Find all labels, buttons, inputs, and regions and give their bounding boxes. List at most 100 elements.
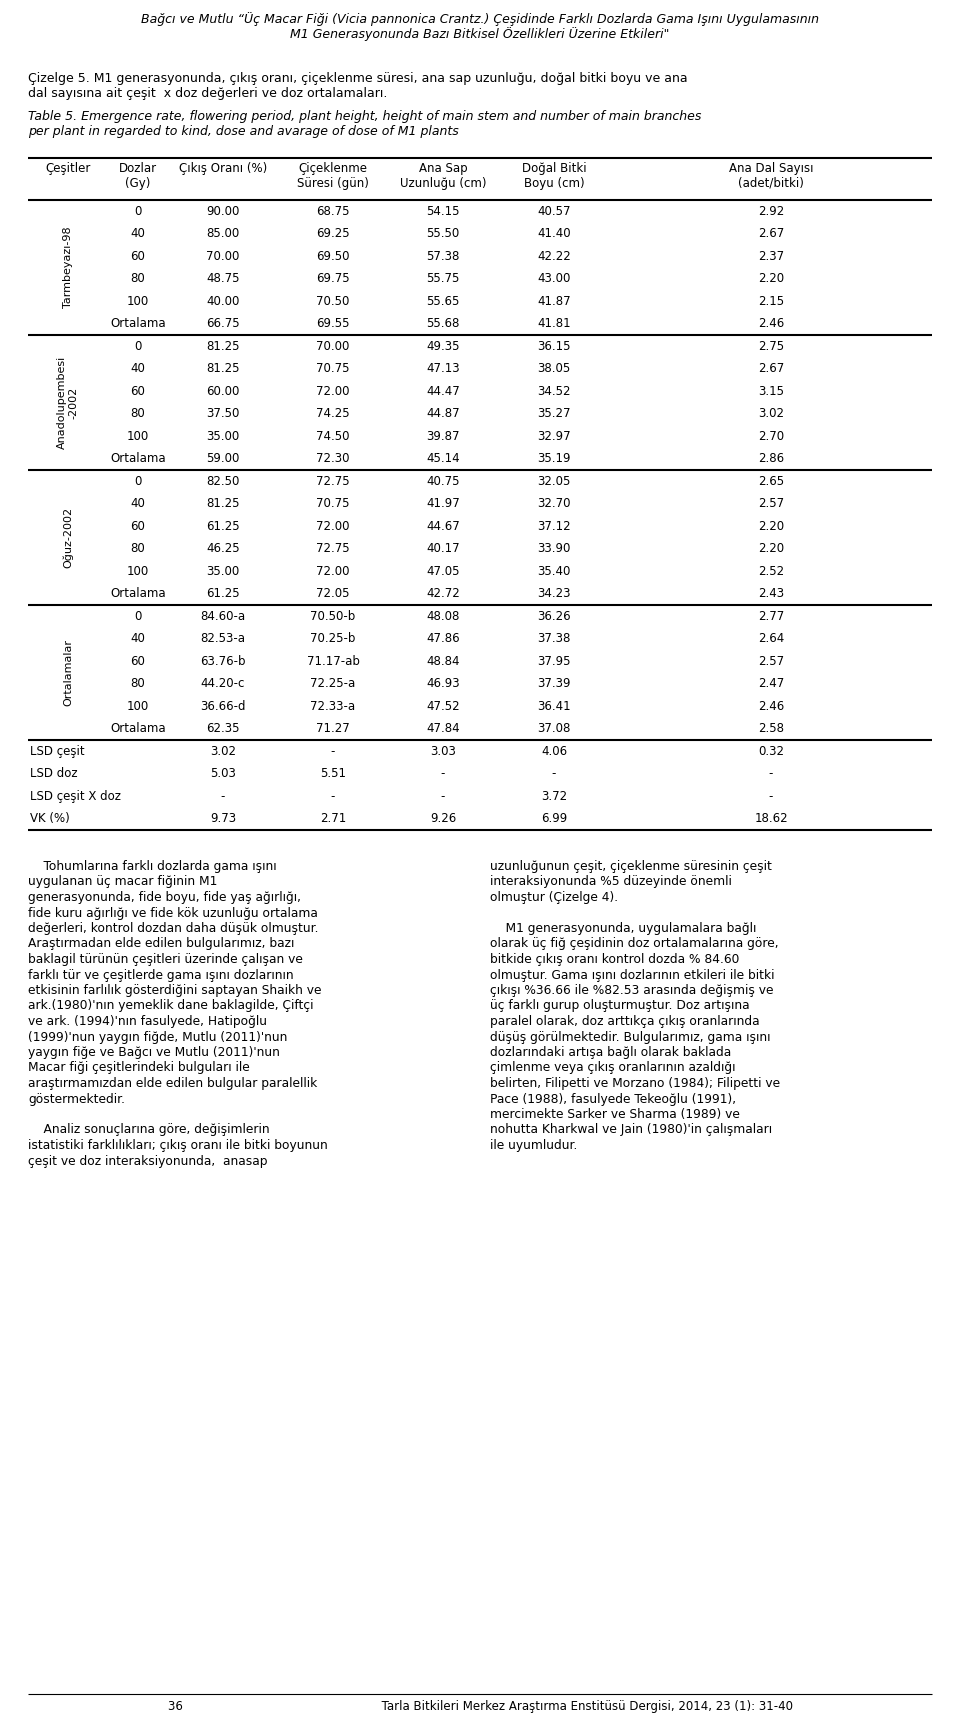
Text: 44.67: 44.67 bbox=[426, 520, 460, 532]
Text: uygulanan üç macar fiğinin M1: uygulanan üç macar fiğinin M1 bbox=[28, 875, 217, 889]
Text: 41.81: 41.81 bbox=[538, 317, 571, 331]
Text: 5.03: 5.03 bbox=[210, 768, 236, 780]
Text: Tohumlarına farklı dozlarda gama ışını: Tohumlarına farklı dozlarda gama ışını bbox=[28, 859, 276, 873]
Text: 37.38: 37.38 bbox=[538, 632, 570, 646]
Text: generasyonunda, fide boyu, fide yaş ağırlığı,: generasyonunda, fide boyu, fide yaş ağır… bbox=[28, 890, 301, 904]
Text: 40: 40 bbox=[131, 632, 145, 646]
Text: Bağcı ve Mutlu “Üç Macar Fiği (Vicia pannonica Crantz.) Çeşidinde Farklı Dozlard: Bağcı ve Mutlu “Üç Macar Fiği (Vicia pan… bbox=[141, 12, 819, 26]
Text: Pace (1988), fasulyede Tekeoğlu (1991),: Pace (1988), fasulyede Tekeoğlu (1991), bbox=[490, 1092, 736, 1106]
Text: 59.00: 59.00 bbox=[206, 453, 240, 465]
Text: belirten, Filipetti ve Morzano (1984); Filipetti ve: belirten, Filipetti ve Morzano (1984); F… bbox=[490, 1076, 780, 1090]
Text: bitkide çıkış oranı kontrol dozda % 84.60: bitkide çıkış oranı kontrol dozda % 84.6… bbox=[490, 952, 739, 966]
Text: 41.40: 41.40 bbox=[538, 227, 571, 241]
Text: 47.84: 47.84 bbox=[426, 722, 460, 735]
Text: 2.20: 2.20 bbox=[758, 542, 784, 554]
Text: 0: 0 bbox=[134, 339, 142, 353]
Text: 33.90: 33.90 bbox=[538, 542, 570, 554]
Text: interaksiyonunda %5 düzeyinde önemli: interaksiyonunda %5 düzeyinde önemli bbox=[490, 875, 732, 889]
Text: 40.75: 40.75 bbox=[426, 475, 460, 487]
Text: 70.75: 70.75 bbox=[316, 498, 349, 510]
Text: 2.65: 2.65 bbox=[758, 475, 784, 487]
Text: per plant in regarded to kind, dose and avarage of dose of M1 plants: per plant in regarded to kind, dose and … bbox=[28, 126, 459, 138]
Text: 2.57: 2.57 bbox=[758, 498, 784, 510]
Text: 2.15: 2.15 bbox=[758, 294, 784, 308]
Text: 2.92: 2.92 bbox=[757, 205, 784, 217]
Text: fide kuru ağırlığı ve fide kök uzunluğu ortalama: fide kuru ağırlığı ve fide kök uzunluğu … bbox=[28, 906, 318, 920]
Text: 41.97: 41.97 bbox=[426, 498, 460, 510]
Text: 2.20: 2.20 bbox=[758, 520, 784, 532]
Text: 55.65: 55.65 bbox=[426, 294, 460, 308]
Text: 82.53-a: 82.53-a bbox=[201, 632, 246, 646]
Text: 66.75: 66.75 bbox=[206, 317, 240, 331]
Text: 45.14: 45.14 bbox=[426, 453, 460, 465]
Text: 35.00: 35.00 bbox=[206, 430, 240, 443]
Text: 80: 80 bbox=[131, 272, 145, 286]
Text: 40: 40 bbox=[131, 227, 145, 241]
Text: Macar fiği çeşitlerindeki bulguları ile: Macar fiği çeşitlerindeki bulguları ile bbox=[28, 1061, 250, 1075]
Text: 3.03: 3.03 bbox=[430, 744, 456, 758]
Text: 55.68: 55.68 bbox=[426, 317, 460, 331]
Text: 46.25: 46.25 bbox=[206, 542, 240, 554]
Text: 2.47: 2.47 bbox=[757, 677, 784, 691]
Text: 48.75: 48.75 bbox=[206, 272, 240, 286]
Text: (1999)'nun yaygın fiğde, Mutlu (2011)'nun: (1999)'nun yaygın fiğde, Mutlu (2011)'nu… bbox=[28, 1030, 287, 1044]
Text: dozlarındaki artışa bağlı olarak baklada: dozlarındaki artışa bağlı olarak baklada bbox=[490, 1045, 732, 1059]
Text: 37.95: 37.95 bbox=[538, 654, 571, 668]
Text: Oğuz-2002: Oğuz-2002 bbox=[62, 506, 73, 568]
Text: üç farklı gurup oluşturmuştur. Doz artışına: üç farklı gurup oluşturmuştur. Doz artış… bbox=[490, 999, 750, 1013]
Text: 5.51: 5.51 bbox=[320, 768, 346, 780]
Text: 32.70: 32.70 bbox=[538, 498, 571, 510]
Text: LSD doz: LSD doz bbox=[30, 768, 78, 780]
Text: 72.05: 72.05 bbox=[316, 587, 349, 601]
Text: ark.(1980)'nın yemeklik dane baklagilde, Çiftçi: ark.(1980)'nın yemeklik dane baklagilde,… bbox=[28, 999, 314, 1013]
Text: 71.17-ab: 71.17-ab bbox=[306, 654, 359, 668]
Text: 2.77: 2.77 bbox=[757, 610, 784, 623]
Text: 42.72: 42.72 bbox=[426, 587, 460, 601]
Text: 70.00: 70.00 bbox=[206, 250, 240, 263]
Text: Ortalama: Ortalama bbox=[110, 587, 166, 601]
Text: 32.05: 32.05 bbox=[538, 475, 570, 487]
Text: 37.12: 37.12 bbox=[538, 520, 571, 532]
Text: 41.87: 41.87 bbox=[538, 294, 571, 308]
Text: Table 5. Emergence rate, flowering period, plant height, height of main stem and: Table 5. Emergence rate, flowering perio… bbox=[28, 110, 702, 122]
Text: Ana Sap
Uzunluğu (cm): Ana Sap Uzunluğu (cm) bbox=[399, 162, 487, 189]
Text: değerleri, kontrol dozdan daha düşük olmuştur.: değerleri, kontrol dozdan daha düşük olm… bbox=[28, 921, 319, 935]
Text: 81.25: 81.25 bbox=[206, 498, 240, 510]
Text: 2.64: 2.64 bbox=[757, 632, 784, 646]
Text: 100: 100 bbox=[127, 565, 149, 579]
Text: 0: 0 bbox=[134, 205, 142, 217]
Text: 9.73: 9.73 bbox=[210, 813, 236, 825]
Text: 81.25: 81.25 bbox=[206, 339, 240, 353]
Text: mercimekte Sarker ve Sharma (1989) ve: mercimekte Sarker ve Sharma (1989) ve bbox=[490, 1107, 740, 1121]
Text: 36.41: 36.41 bbox=[538, 699, 571, 713]
Text: araştırmamızdan elde edilen bulgular paralellik: araştırmamızdan elde edilen bulgular par… bbox=[28, 1076, 317, 1090]
Text: olarak üç fiğ çeşidinin doz ortalamalarına göre,: olarak üç fiğ çeşidinin doz ortalamaları… bbox=[490, 937, 779, 951]
Text: Analiz sonuçlarına göre, değişimlerin: Analiz sonuçlarına göre, değişimlerin bbox=[28, 1123, 270, 1137]
Text: 47.86: 47.86 bbox=[426, 632, 460, 646]
Text: ile uyumludur.: ile uyumludur. bbox=[490, 1138, 577, 1152]
Text: 32.97: 32.97 bbox=[538, 430, 571, 443]
Text: Ortalama: Ortalama bbox=[110, 317, 166, 331]
Text: 47.05: 47.05 bbox=[426, 565, 460, 579]
Text: 69.25: 69.25 bbox=[316, 227, 349, 241]
Text: 3.15: 3.15 bbox=[758, 384, 784, 398]
Text: 69.75: 69.75 bbox=[316, 272, 349, 286]
Text: çeşit ve doz interaksiyonunda,  anasap: çeşit ve doz interaksiyonunda, anasap bbox=[28, 1154, 268, 1168]
Text: 47.52: 47.52 bbox=[426, 699, 460, 713]
Text: 4.06: 4.06 bbox=[540, 744, 567, 758]
Text: 55.50: 55.50 bbox=[426, 227, 460, 241]
Text: 0: 0 bbox=[134, 610, 142, 623]
Text: 40.00: 40.00 bbox=[206, 294, 240, 308]
Text: VK (%): VK (%) bbox=[30, 813, 70, 825]
Text: Ana Dal Sayısı
(adet/bitki): Ana Dal Sayısı (adet/bitki) bbox=[729, 162, 813, 189]
Text: 2.57: 2.57 bbox=[758, 654, 784, 668]
Text: 80: 80 bbox=[131, 406, 145, 420]
Text: 80: 80 bbox=[131, 542, 145, 554]
Text: 60: 60 bbox=[131, 250, 145, 263]
Text: 9.26: 9.26 bbox=[430, 813, 456, 825]
Text: -: - bbox=[441, 790, 445, 802]
Text: 72.00: 72.00 bbox=[316, 520, 349, 532]
Text: M1 Generasyonunda Bazı Bitkisel Özellikleri Üzerine Etkileri": M1 Generasyonunda Bazı Bitkisel Özellikl… bbox=[290, 28, 670, 41]
Text: farklı tür ve çeşitlerde gama ışını dozlarının: farklı tür ve çeşitlerde gama ışını dozl… bbox=[28, 968, 294, 982]
Text: -: - bbox=[221, 790, 226, 802]
